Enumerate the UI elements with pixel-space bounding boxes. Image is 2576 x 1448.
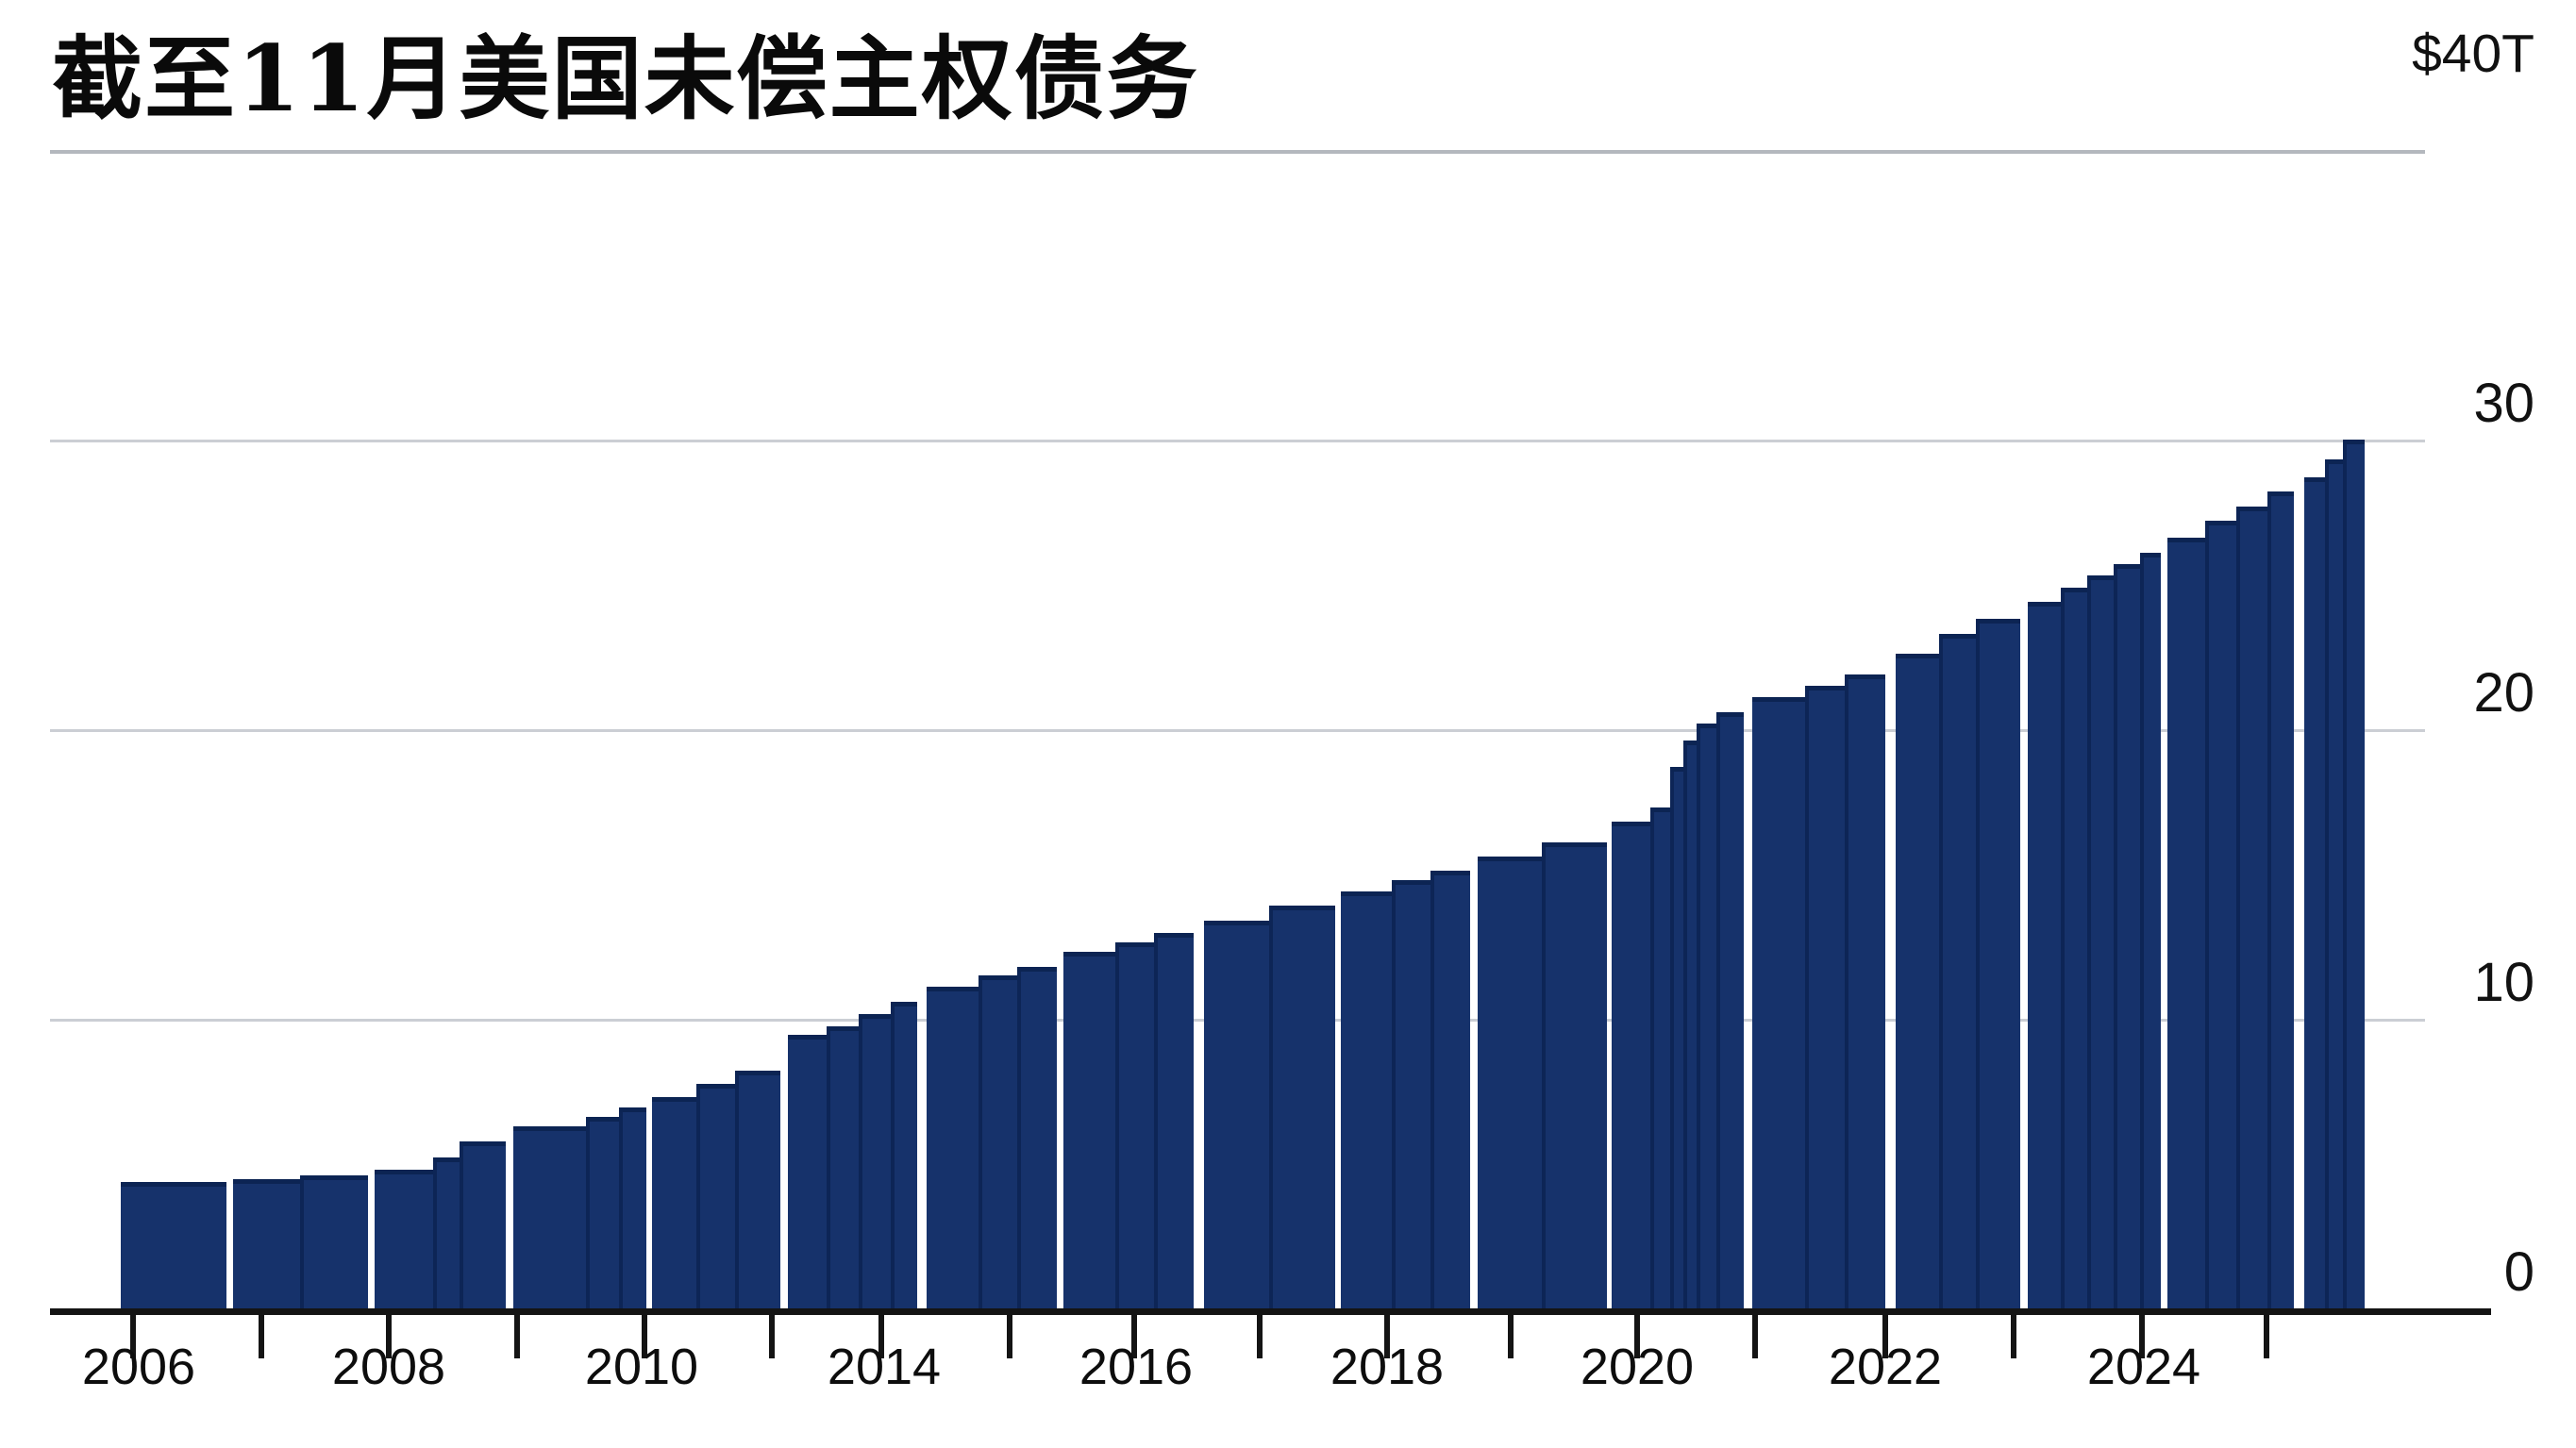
bar-segment	[652, 1097, 697, 1308]
bar-segment	[1392, 880, 1431, 1308]
bar-segment	[2140, 553, 2161, 1308]
x-axis-label-2024: 2024	[2086, 1339, 2201, 1395]
y-axis-label-0: 0	[2503, 1241, 2534, 1303]
gridline-30	[50, 440, 2425, 442]
bar-segment	[891, 1002, 917, 1308]
bar-segment	[2304, 477, 2326, 1308]
y-axis-unit-label: $40T	[2412, 24, 2534, 84]
bar-segment	[859, 1014, 892, 1308]
x-axis-tick	[769, 1315, 775, 1358]
x-axis-label-2008: 2008	[331, 1339, 446, 1395]
x-axis-label-2010: 2010	[584, 1339, 699, 1395]
bar-segment	[1805, 686, 1846, 1308]
bar-segment	[1752, 697, 1806, 1308]
x-axis-tick	[2139, 1315, 2145, 1358]
bar-segment	[1716, 712, 1744, 1308]
bar-segment	[1845, 674, 1885, 1308]
bar-segment	[1478, 857, 1543, 1308]
x-axis-tick	[386, 1315, 392, 1358]
bar-segment	[1697, 724, 1717, 1308]
bar-segment	[827, 1026, 860, 1308]
x-axis-label-2018: 2018	[1330, 1339, 1445, 1395]
bar-segment	[1204, 921, 1270, 1308]
y-axis-label-10: 10	[2473, 952, 2534, 1013]
bar-segment	[1017, 967, 1057, 1308]
bar-segment	[735, 1071, 780, 1308]
bar-segment	[788, 1035, 828, 1308]
x-axis-tick	[1007, 1315, 1012, 1358]
bar-segment	[460, 1141, 506, 1308]
bar-segment	[1670, 767, 1684, 1308]
bar-segment	[1063, 952, 1116, 1308]
bar-segment	[2343, 440, 2365, 1308]
bar-segment	[375, 1170, 434, 1308]
bar-segment	[1683, 741, 1698, 1308]
x-axis-label-2020: 2020	[1580, 1339, 1695, 1395]
bar-segment	[696, 1084, 736, 1308]
bar-segment	[2061, 588, 2088, 1308]
bar-segment	[1650, 807, 1671, 1308]
x-axis-tick	[1882, 1315, 1888, 1358]
bar-segment	[2267, 491, 2294, 1308]
x-axis-tick	[1752, 1315, 1758, 1358]
y-axis-label-30: 30	[2473, 373, 2534, 434]
gridline-20	[50, 729, 2425, 732]
x-axis-tick	[514, 1315, 520, 1358]
bar-segment	[2167, 538, 2206, 1308]
bar-segment	[2205, 521, 2237, 1308]
bar-segment	[619, 1107, 646, 1308]
bar-segment	[1612, 822, 1651, 1308]
bar-segment	[1154, 933, 1194, 1308]
bar-segment	[1115, 942, 1155, 1308]
x-axis-label-2006: 2006	[81, 1339, 196, 1395]
bar-segment	[433, 1157, 460, 1308]
x-axis-label-2022: 2022	[1828, 1339, 1943, 1395]
bar-segment	[927, 987, 979, 1308]
x-axis-tick	[1257, 1315, 1263, 1358]
x-axis-tick	[1508, 1315, 1514, 1358]
chart-title: 截至11月美国未偿主权债务	[52, 25, 1199, 132]
bar-segment	[2236, 507, 2268, 1308]
bar-segment	[2114, 564, 2141, 1308]
bar-segment	[1976, 619, 2020, 1308]
bar-segment	[586, 1117, 620, 1308]
bar-segment	[1939, 634, 1977, 1308]
x-axis-tick	[1384, 1315, 1390, 1358]
bar-segment	[1430, 871, 1470, 1308]
x-axis-tick	[130, 1315, 136, 1358]
bar-segment	[513, 1126, 587, 1308]
bar-segment	[1341, 891, 1393, 1308]
x-axis-tick	[259, 1315, 264, 1358]
x-axis-line	[50, 1308, 2491, 1315]
bar-segment	[1269, 906, 1335, 1308]
bar-segment	[1896, 654, 1940, 1308]
x-axis-tick	[642, 1315, 647, 1358]
y-axis-label-20: 20	[2473, 662, 2534, 724]
bar-segment	[121, 1182, 226, 1308]
bar-segment	[2325, 459, 2344, 1308]
x-axis-tick	[2011, 1315, 2016, 1358]
bar-segment	[1542, 842, 1607, 1308]
gridline-40	[50, 150, 2425, 154]
x-axis-tick	[878, 1315, 884, 1358]
x-axis-tick	[1634, 1315, 1640, 1358]
bar-segment	[979, 975, 1018, 1308]
bar-segment	[2087, 575, 2115, 1308]
x-axis-label-2014: 2014	[827, 1339, 942, 1395]
bar-segment	[2028, 602, 2062, 1308]
x-axis-tick	[2264, 1315, 2269, 1358]
x-axis-label-2016: 2016	[1079, 1339, 1194, 1395]
bar-segment	[300, 1175, 368, 1308]
bar-segment	[233, 1179, 301, 1308]
x-axis-tick	[1131, 1315, 1137, 1358]
